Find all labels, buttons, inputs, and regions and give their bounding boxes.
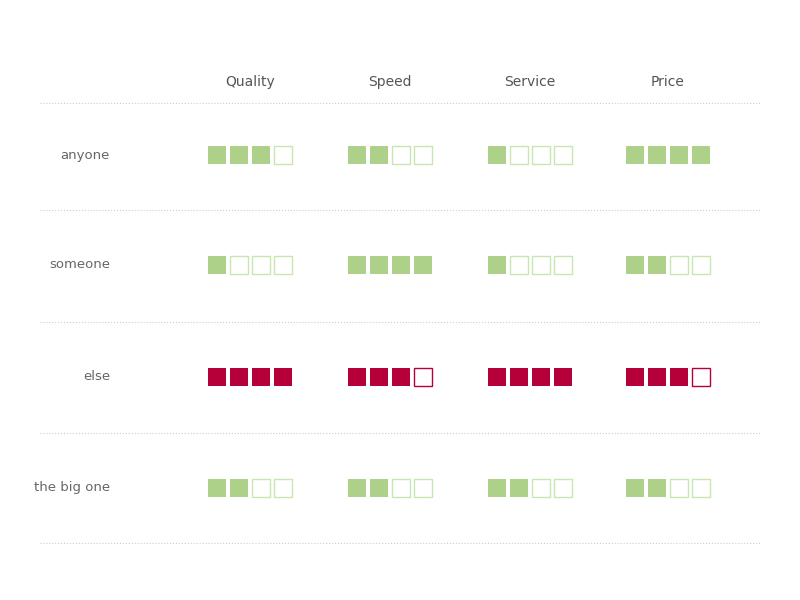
Bar (532, 256, 550, 274)
Bar (670, 146, 688, 164)
Bar (274, 479, 292, 497)
Bar (370, 256, 388, 274)
Bar (648, 368, 666, 386)
Bar (626, 256, 644, 274)
Bar (554, 368, 572, 386)
Text: someone: someone (49, 259, 110, 271)
Bar (252, 146, 270, 164)
Bar (348, 479, 366, 497)
Bar (348, 256, 366, 274)
Bar (414, 146, 432, 164)
Bar (392, 256, 410, 274)
Bar (488, 479, 506, 497)
Bar (510, 146, 528, 164)
Bar (554, 146, 572, 164)
Bar (488, 256, 506, 274)
Bar (392, 146, 410, 164)
Bar (692, 256, 710, 274)
Text: Service: Service (504, 75, 556, 89)
Bar (252, 256, 270, 274)
Bar (370, 368, 388, 386)
Bar (370, 479, 388, 497)
Bar (510, 256, 528, 274)
Bar (230, 256, 248, 274)
Text: Quality: Quality (225, 75, 275, 89)
Bar (252, 479, 270, 497)
Text: anyone: anyone (61, 148, 110, 161)
Bar (274, 368, 292, 386)
Bar (488, 146, 506, 164)
Bar (230, 146, 248, 164)
Text: Speed: Speed (368, 75, 412, 89)
Bar (670, 368, 688, 386)
Text: Price: Price (651, 75, 685, 89)
Bar (274, 146, 292, 164)
Bar (532, 368, 550, 386)
Bar (208, 146, 226, 164)
Bar (554, 256, 572, 274)
Bar (252, 368, 270, 386)
Bar (274, 256, 292, 274)
Text: the big one: the big one (34, 481, 110, 494)
Bar (648, 256, 666, 274)
Bar (414, 368, 432, 386)
Bar (510, 479, 528, 497)
Bar (208, 479, 226, 497)
Bar (392, 368, 410, 386)
Bar (532, 479, 550, 497)
Bar (370, 146, 388, 164)
Bar (208, 368, 226, 386)
Text: else: else (83, 370, 110, 383)
Bar (692, 479, 710, 497)
Bar (510, 368, 528, 386)
Bar (230, 368, 248, 386)
Bar (670, 479, 688, 497)
Bar (692, 146, 710, 164)
Bar (414, 479, 432, 497)
Bar (648, 479, 666, 497)
Bar (348, 146, 366, 164)
Bar (626, 368, 644, 386)
Bar (648, 146, 666, 164)
Bar (230, 479, 248, 497)
Bar (554, 479, 572, 497)
Bar (532, 146, 550, 164)
Bar (392, 479, 410, 497)
Bar (414, 256, 432, 274)
Bar (348, 368, 366, 386)
Bar (488, 368, 506, 386)
Bar (692, 368, 710, 386)
Bar (626, 146, 644, 164)
Bar (208, 256, 226, 274)
Bar (670, 256, 688, 274)
Bar (626, 479, 644, 497)
